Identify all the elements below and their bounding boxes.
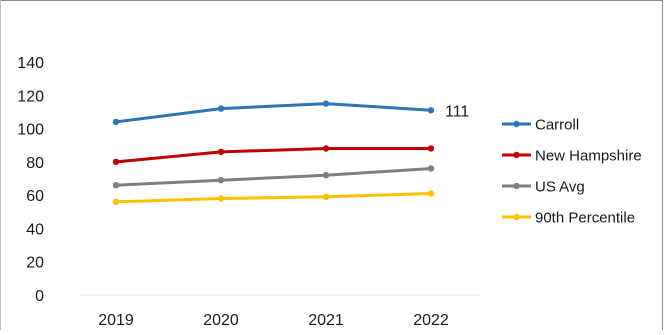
legend-label: 90th Percentile [535, 210, 635, 227]
x-tick-label: 2021 [308, 312, 344, 329]
y-tick-labels: 0 20 40 60 80 100 120 140 [17, 55, 44, 305]
data-point-carroll [112, 118, 120, 126]
top-border [0, 0, 662, 1]
series-carroll [112, 100, 435, 126]
data-point-new-hampshire [217, 148, 225, 156]
legend-label: US Avg [535, 179, 585, 196]
legend-marker [513, 182, 520, 190]
legend-label: New Hampshire [535, 148, 642, 165]
series-line-us-avg [114, 167, 433, 187]
y-tick-label: 40 [26, 221, 44, 238]
y-tick-label: 120 [17, 88, 44, 105]
data-point-carroll [217, 105, 225, 112]
legend-label: Carroll [535, 117, 579, 134]
legend: Carroll New Hampshire US Avg 90th Percentil… [502, 117, 642, 227]
y-tick-label: 80 [26, 155, 44, 172]
series-line-90th-percentile [114, 192, 433, 204]
data-point-us-avg [322, 172, 330, 179]
data-point-new-hampshire [112, 158, 120, 166]
data-point-90th-percentile [322, 193, 330, 200]
y-tick-label: 20 [26, 255, 44, 272]
x-tick-label: 2020 [203, 312, 239, 329]
left-border [0, 0, 1, 330]
data-point-90th-percentile [112, 198, 120, 205]
x-tick-label: 2019 [98, 312, 134, 329]
legend-item-new-hampshire: New Hampshire [502, 148, 642, 165]
data-point-new-hampshire [427, 145, 435, 152]
data-point-90th-percentile [427, 190, 435, 197]
legend-marker [513, 213, 520, 221]
legend-item-90th-percentile: 90th Percentile [502, 210, 635, 227]
data-point-carroll [427, 107, 435, 114]
series-lines [112, 100, 435, 205]
data-point-carroll [322, 100, 330, 107]
x-tick-label: 2022 [413, 312, 449, 329]
data-point-us-avg [112, 182, 120, 189]
series-90th-percentile [112, 190, 435, 205]
series-us-avg [112, 165, 435, 189]
data-point-new-hampshire [322, 145, 330, 152]
y-tick-label: 60 [26, 188, 44, 205]
data-point-us-avg [427, 165, 435, 172]
series-new-hampshire [112, 145, 435, 166]
data-point-us-avg [217, 177, 225, 184]
annotations: 111 [445, 103, 469, 120]
y-tick-label: 100 [17, 122, 44, 139]
legend-item-us-avg: US Avg [502, 179, 585, 196]
y-tick-label: 140 [17, 55, 44, 72]
legend-item-carroll: Carroll [502, 117, 579, 134]
data-point-90th-percentile [217, 195, 225, 202]
y-tick-label: 0 [35, 288, 44, 305]
x-tick-labels: 2019 2020 2021 2022 [98, 312, 449, 329]
right-border [662, 0, 663, 330]
data-label: 111 [445, 103, 469, 120]
series-line-carroll [114, 102, 433, 124]
legend-marker [513, 120, 520, 128]
series-line-new-hampshire [114, 147, 433, 164]
legend-marker [513, 151, 520, 159]
